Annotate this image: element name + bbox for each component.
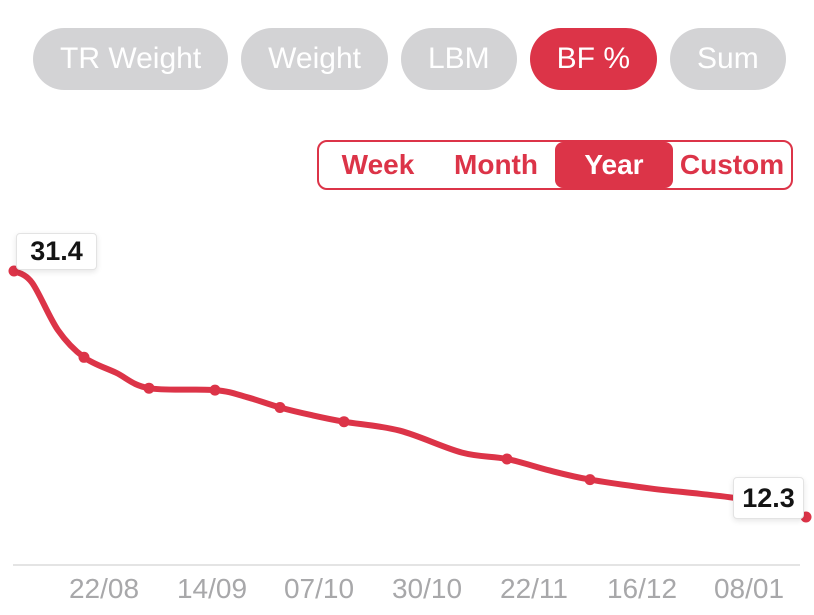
range-option-month[interactable]: Month: [437, 142, 555, 188]
metric-pill-tr-weight[interactable]: TR Weight: [33, 28, 229, 90]
x-axis-line: [13, 564, 800, 566]
range-option-week[interactable]: Week: [319, 142, 437, 188]
metric-pill-sum[interactable]: Sum: [670, 28, 786, 90]
end-value-label: 12.3: [733, 477, 804, 519]
metric-pill-bf-percent[interactable]: BF %: [529, 28, 658, 90]
range-option-custom[interactable]: Custom: [673, 142, 791, 188]
start-value-label: 31.4: [16, 233, 97, 270]
range-option-year[interactable]: Year: [555, 142, 673, 188]
metric-pill-lbm[interactable]: LBM: [400, 28, 517, 90]
date-range-segmented-control: Week Month Year Custom: [317, 140, 793, 190]
metric-pill-weight[interactable]: Weight: [241, 28, 388, 90]
metric-pill-row: TR Weight Weight LBM BF % Sum: [33, 28, 786, 90]
